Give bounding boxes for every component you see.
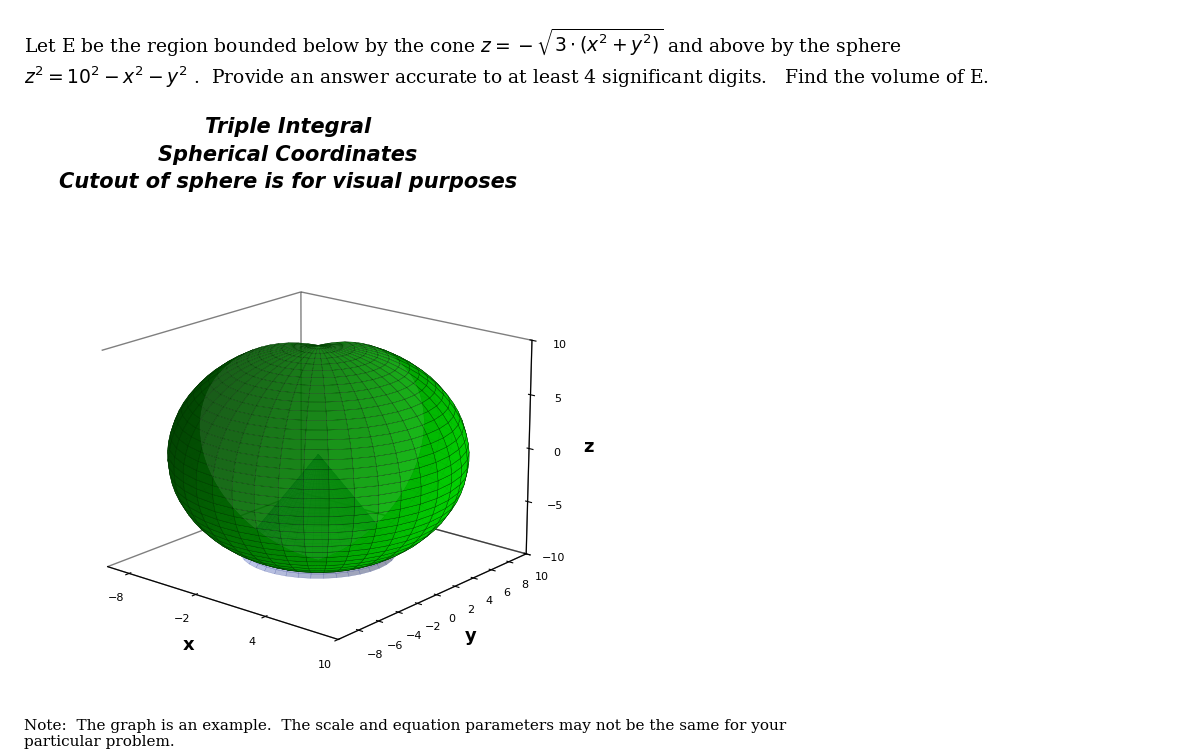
Text: Note:  The graph is an example.  The scale and equation parameters may not be th: Note: The graph is an example. The scale… <box>24 719 786 749</box>
Text: Spherical Coordinates: Spherical Coordinates <box>158 145 418 165</box>
Y-axis label: y: y <box>466 627 476 645</box>
Text: $z^2 = 10^2 - x^2 - y^2$ .  Provide an answer accurate to at least 4 significant: $z^2 = 10^2 - x^2 - y^2$ . Provide an an… <box>24 64 989 90</box>
Text: Let E be the region bounded below by the cone $z =  -\sqrt{3 \cdot (x^2 + y^2)}$: Let E be the region bounded below by the… <box>24 26 901 59</box>
X-axis label: x: x <box>184 636 194 655</box>
Text: Triple Integral: Triple Integral <box>205 117 371 137</box>
Text: Cutout of sphere is for visual purposes: Cutout of sphere is for visual purposes <box>59 172 517 192</box>
